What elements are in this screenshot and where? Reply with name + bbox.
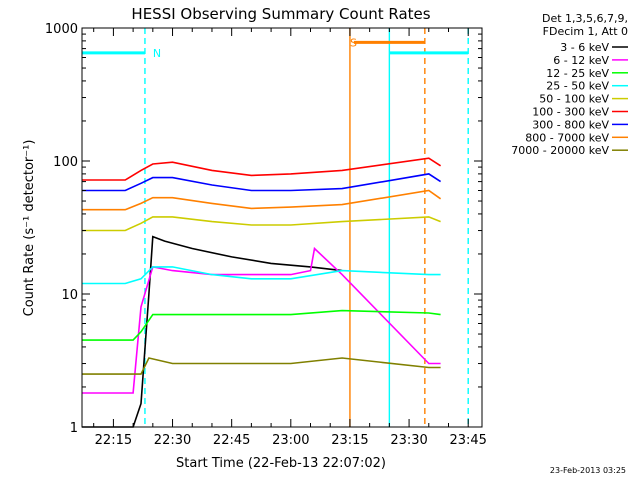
x-tick-label: 22:45 <box>213 433 250 448</box>
flag-bars <box>81 40 469 55</box>
x-tick-label: 22:30 <box>154 433 191 448</box>
x-tick-label: 22:15 <box>95 433 132 448</box>
legend-title-line1: Det 1,3,5,6,7,9, <box>542 12 628 25</box>
y-axis-label: Count Rate (s⁻¹ detector⁻¹) <box>22 140 37 317</box>
flag-label: S <box>350 36 357 49</box>
legend-entry-label: 800 - 7000 keV <box>525 131 609 144</box>
flag-annotations: NS <box>153 36 357 60</box>
series-line <box>81 189 442 211</box>
series-line <box>81 235 343 428</box>
x-tick-label: 23:00 <box>272 433 309 448</box>
series-line <box>81 157 442 181</box>
chart-title: HESSI Observing Summary Count Rates <box>131 5 430 23</box>
x-tick-label: 23:15 <box>331 433 368 448</box>
plot-frame <box>81 27 483 428</box>
legend-entry-label: 100 - 300 keV <box>532 106 609 119</box>
series-lines <box>81 157 442 428</box>
series-line <box>81 173 442 192</box>
y-tick-label: 10 <box>61 288 78 303</box>
legend-entry-label: 12 - 25 keV <box>546 67 609 80</box>
series-line <box>81 357 441 375</box>
legend-title-line2: FDecim 1, Att 0 <box>543 25 628 38</box>
y-axis-ticks: 1 10 100 1000 <box>45 22 482 436</box>
y-tick-label: 1000 <box>45 22 78 37</box>
series-line <box>81 266 441 285</box>
legend-entry-label: 3 - 6 keV <box>560 41 609 54</box>
legend: Det 1,3,5,6,7,9, FDecim 1, Att 0 3 - 6 k… <box>511 12 628 157</box>
legend-entry-label: 50 - 100 keV <box>539 93 609 106</box>
x-tick-label: 23:30 <box>390 433 427 448</box>
legend-entry-label: 300 - 800 keV <box>532 118 609 131</box>
y-tick-label: 100 <box>53 155 78 170</box>
footer-timestamp: 23-Feb-2013 03:25 <box>550 466 626 475</box>
x-axis-ticks: 22:15 22:30 22:45 23:00 23:15 23:30 23:45 <box>93 28 487 448</box>
series-line <box>81 216 441 232</box>
flag-label: N <box>153 47 161 60</box>
x-axis-label: Start Time (22-Feb-13 22:07:02) <box>176 456 386 471</box>
y-tick-label: 1 <box>70 421 78 436</box>
x-tick-label: 23:45 <box>449 433 486 448</box>
legend-entry-label: 7000 - 20000 keV <box>511 144 609 157</box>
legend-entry-label: 6 - 12 keV <box>553 54 609 67</box>
series-line <box>81 246 441 394</box>
legend-entry-label: 25 - 50 keV <box>546 80 609 93</box>
series-line <box>81 309 441 341</box>
